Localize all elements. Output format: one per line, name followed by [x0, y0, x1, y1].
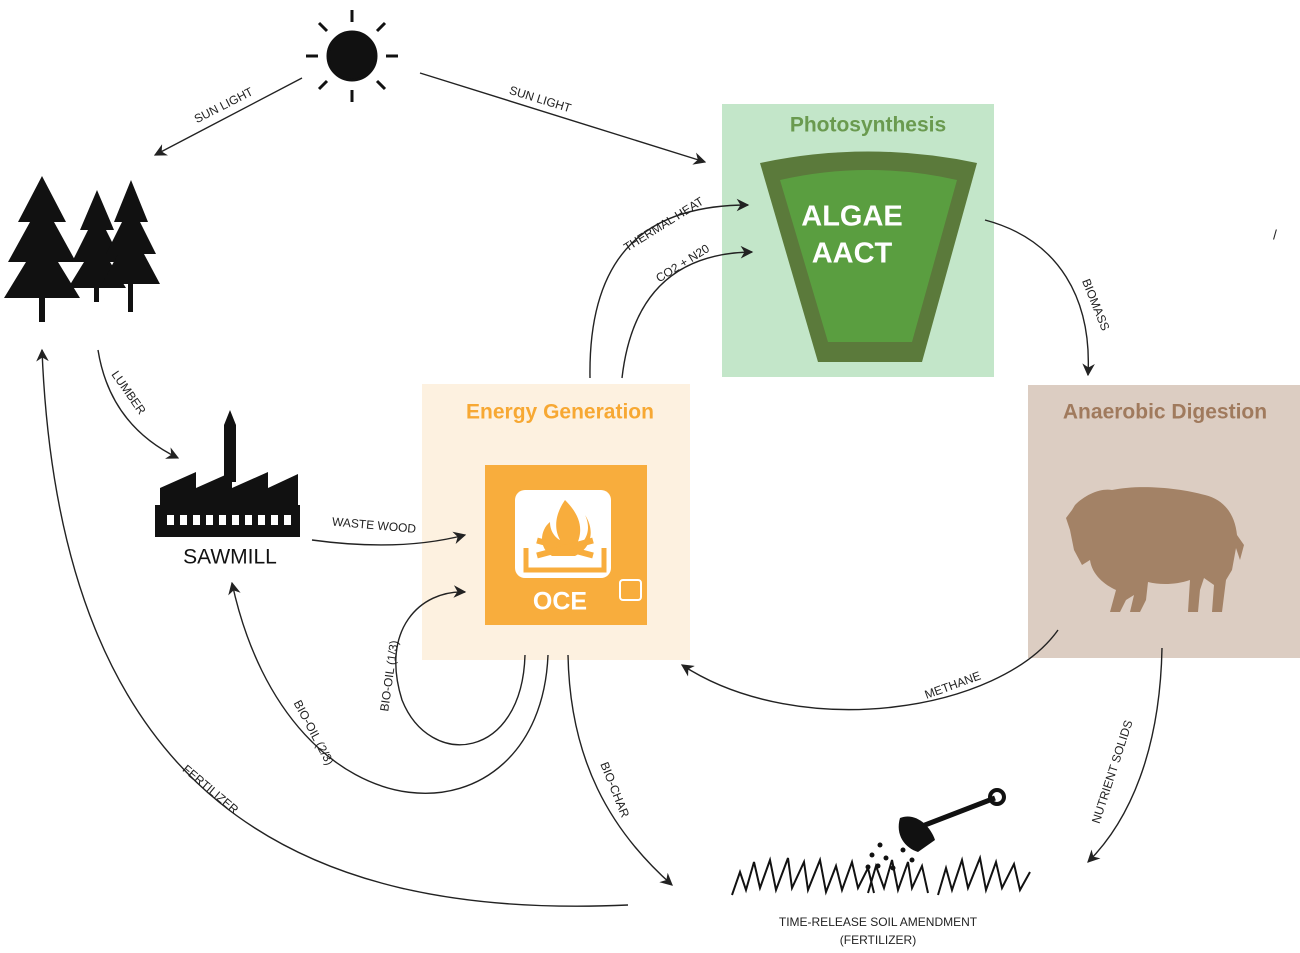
flow-label: FERTILIZER [180, 762, 242, 817]
stray-mark: / [1273, 227, 1277, 243]
oce-label: OCE [533, 588, 587, 616]
soil-label: (FERTILIZER) [840, 933, 916, 947]
reactor-label: AACT [812, 238, 893, 270]
flow-label: THERMAL HEAT [621, 194, 706, 255]
flow-label: BIO-OIL (2/3) [291, 698, 337, 768]
shovel [866, 790, 1005, 871]
flow-label: CO2 + N20 [653, 241, 712, 285]
trees [4, 176, 160, 322]
sawmill-label: SAWMILL [183, 546, 277, 569]
panel-title: Anaerobic Digestion [1063, 401, 1267, 424]
sawmill-icon [155, 410, 300, 537]
diagram: SAWMILL Photosynthesis ALGAE AACT Energy… [0, 0, 1300, 953]
flow-label: NUTRIENT SOLIDS [1089, 718, 1136, 825]
panel-title: Energy Generation [466, 401, 654, 424]
panel-title: Photosynthesis [790, 114, 946, 137]
flow-label: SUN LIGHT [192, 84, 256, 126]
flow-label: WASTE WOOD [332, 515, 417, 536]
flow-label: BIO-OIL (1/3) [377, 639, 401, 712]
flow-label: LUMBER [109, 368, 149, 417]
grass [732, 858, 1030, 895]
flow-label: BIO-CHAR [597, 760, 632, 820]
sun [306, 10, 398, 102]
soil-label: TIME-RELEASE SOIL AMENDMENT [779, 915, 978, 929]
reactor-label: ALGAE [801, 201, 903, 233]
flow-label: METHANE [923, 669, 983, 702]
